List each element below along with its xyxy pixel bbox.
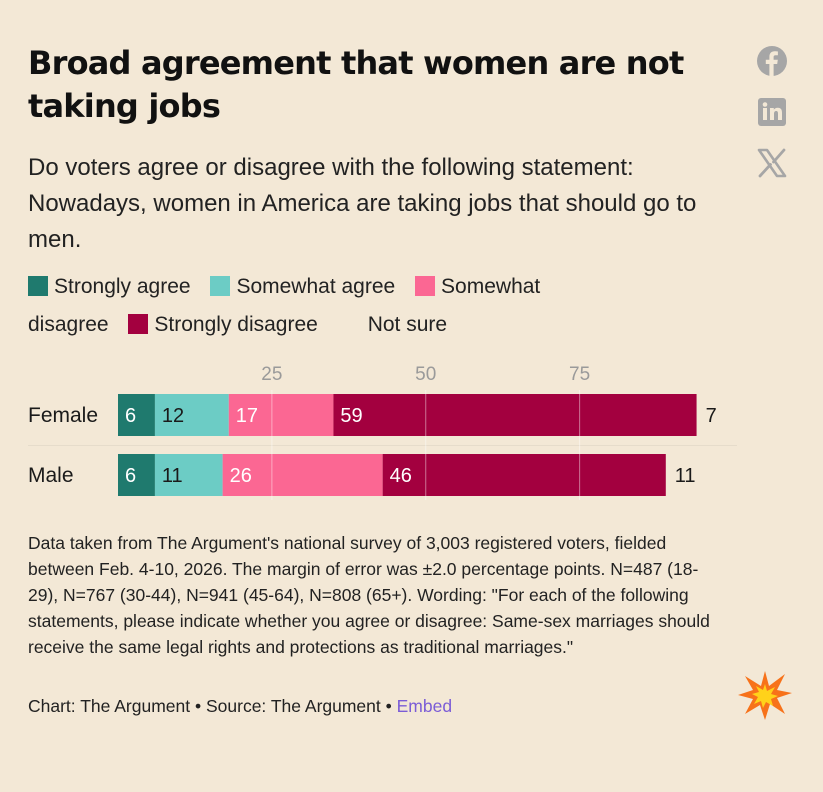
bar-segment-somewhat-disagree bbox=[228, 394, 334, 436]
bar-segment-somewhat-disagree bbox=[222, 454, 383, 496]
data-label: 17 bbox=[236, 405, 258, 427]
separator: • bbox=[380, 696, 397, 716]
legend-label: Somewhat agree bbox=[236, 275, 396, 298]
legend-item-strongly-disagree: Strongly disagree bbox=[128, 313, 318, 336]
bar-segment-strongly-agree bbox=[118, 394, 155, 436]
chart-title: Broad agreement that women are not takin… bbox=[28, 44, 684, 125]
category-label-male: Male bbox=[28, 464, 74, 487]
legend-swatch bbox=[415, 276, 436, 296]
bar-segment-strongly-disagree bbox=[382, 454, 666, 496]
chart-credit: Chart: The Argument bbox=[28, 696, 191, 716]
legend-swatch bbox=[28, 276, 48, 296]
category-label-female: Female bbox=[28, 404, 98, 427]
not-sure-label: 11 bbox=[675, 465, 696, 487]
argument-logo-icon bbox=[738, 671, 792, 720]
x-tick-label: 25 bbox=[261, 364, 282, 385]
legend-swatch bbox=[128, 314, 149, 334]
legend-label: Strongly agree bbox=[54, 275, 191, 298]
legend-item-not-sure: Not sure bbox=[368, 313, 447, 336]
x-tick-label: 75 bbox=[569, 364, 590, 385]
not-sure-label: 7 bbox=[706, 405, 717, 427]
data-label: 11 bbox=[162, 465, 183, 487]
legend: Strongly agree Somewhat agree Somewhat d… bbox=[28, 268, 588, 344]
source-credit: Source: The Argument bbox=[205, 696, 381, 716]
data-label: 46 bbox=[390, 465, 412, 487]
legend-swatch bbox=[210, 276, 231, 296]
legend-item-somewhat-disagree: Somewhat disagree bbox=[28, 275, 540, 336]
legend-label: Not sure bbox=[367, 313, 448, 336]
stacked-bar-chart: 25 50 75 Female 6 12 17 59 7 Male 6 11 26 46 11 bbox=[28, 364, 737, 500]
embed-link[interactable]: Embed bbox=[396, 696, 453, 716]
data-label: 59 bbox=[340, 405, 362, 427]
data-label: 26 bbox=[230, 465, 252, 487]
separator: • bbox=[190, 696, 206, 716]
facebook-icon[interactable] bbox=[755, 44, 789, 78]
x-icon[interactable] bbox=[755, 146, 789, 180]
source-note: Data taken from The Argument's national … bbox=[28, 533, 710, 657]
legend-label: Strongly disagree bbox=[154, 313, 318, 336]
credits-line: Chart: The Argument • Source: The Argume… bbox=[28, 693, 728, 719]
legend-label: Somewhat disagree bbox=[28, 275, 541, 336]
legend-item-somewhat-agree: Somewhat agree bbox=[210, 275, 395, 298]
bar-segment-somewhat-agree bbox=[154, 454, 223, 496]
data-label: 12 bbox=[162, 405, 184, 427]
x-tick-label: 50 bbox=[415, 364, 436, 385]
data-label: 6 bbox=[125, 405, 136, 427]
bar-segment-strongly-disagree bbox=[333, 394, 697, 436]
chart-subtitle: Do voters agree or disagree with the fol… bbox=[28, 154, 697, 253]
linkedin-icon[interactable] bbox=[755, 95, 789, 129]
data-label: 6 bbox=[125, 465, 136, 487]
bar-segment-somewhat-agree bbox=[154, 394, 229, 436]
bar-segment-strongly-agree bbox=[118, 454, 155, 496]
legend-item-strongly-agree: Strongly agree bbox=[28, 275, 191, 298]
